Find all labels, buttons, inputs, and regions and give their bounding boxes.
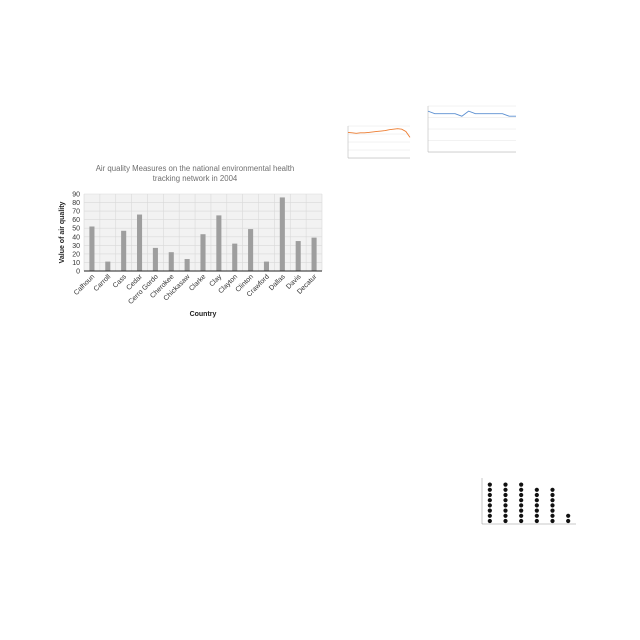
chart-title-line: Air quality Measures on the national env… [96,164,295,173]
y-tick-label: 50 [72,226,80,233]
dot-point [503,508,508,513]
bar [184,259,190,271]
dot-point [534,487,539,492]
dot-point [503,503,508,508]
bar [216,215,222,271]
dot-point [503,482,508,487]
dot-point [519,513,524,518]
y-tick-label: 10 [72,260,80,267]
bar [279,197,285,271]
bar [89,226,95,271]
dot-point [550,498,555,503]
dot-point [519,498,524,503]
y-tick-label: 70 [72,209,80,216]
bar [168,252,174,271]
bar [152,247,158,271]
dot-point [534,508,539,513]
x-tick-label: Carroll [93,273,113,293]
series-line [347,128,411,138]
air-quality-bar-chart: Air quality Measures on the national env… [50,158,340,328]
dot-point [503,498,508,503]
series-line [427,110,516,117]
x-tick-label: Calhoun [73,273,96,296]
dot-point [519,492,524,498]
bar [121,230,127,271]
y-tick-label: 40 [72,234,80,241]
dot-point [487,518,492,524]
dot-point [487,492,492,498]
dot-point [550,513,555,518]
dot-point [519,508,524,513]
thumbnail-line-chart-orange [338,118,414,170]
bar [311,237,317,271]
dot-point [519,503,524,508]
dot-point [534,492,539,498]
y-tick-label: 0 [76,269,80,276]
dot-point [550,508,555,513]
bar [105,261,111,271]
x-axis-title: Country [190,311,217,318]
dot-point [487,503,492,508]
x-tick-label: Dallas [268,273,287,292]
dot-point [503,518,508,524]
bar-chart-svg: Air quality Measures on the national env… [59,164,323,318]
y-tick-label: 20 [72,251,80,258]
dot-point [534,498,539,503]
bar [136,214,143,271]
dot-point [503,487,508,492]
bar [200,234,206,271]
dot-point [487,487,492,492]
dot-point [566,513,571,518]
chart-title-line: tracking network in 2004 [153,174,238,183]
y-tick-label: 90 [72,192,80,199]
orange-line-chart-svg [347,125,411,159]
bar [295,241,301,271]
dot-plot-svg [481,478,576,525]
thumbnail-line-chart-blue [418,98,520,160]
dot-point [550,518,555,524]
dot-point [534,518,539,524]
dot-point [519,518,524,524]
dot-point [487,482,492,487]
y-tick-label: 30 [72,243,80,250]
dot-point [487,513,492,518]
dot-point [550,492,555,498]
y-axis-title: Value of air quality [59,201,66,263]
dot-point [503,492,508,498]
blue-line-chart-svg [427,105,516,153]
bar [232,243,238,271]
bar [248,229,254,271]
bar [263,261,270,271]
dot-point [487,498,492,503]
dot-point [503,513,508,518]
y-tick-label: 80 [72,200,80,207]
dot-point [534,513,539,518]
dot-point [534,503,539,508]
x-tick-label: Clarke [188,273,207,292]
y-tick-label: 60 [72,217,80,224]
dot-point [550,503,555,508]
dot-point [487,508,492,513]
dot-point [519,482,524,487]
thumbnail-dot-plot [462,470,580,536]
dot-point [519,487,524,492]
dot-point [550,487,555,492]
dot-point [566,518,571,524]
